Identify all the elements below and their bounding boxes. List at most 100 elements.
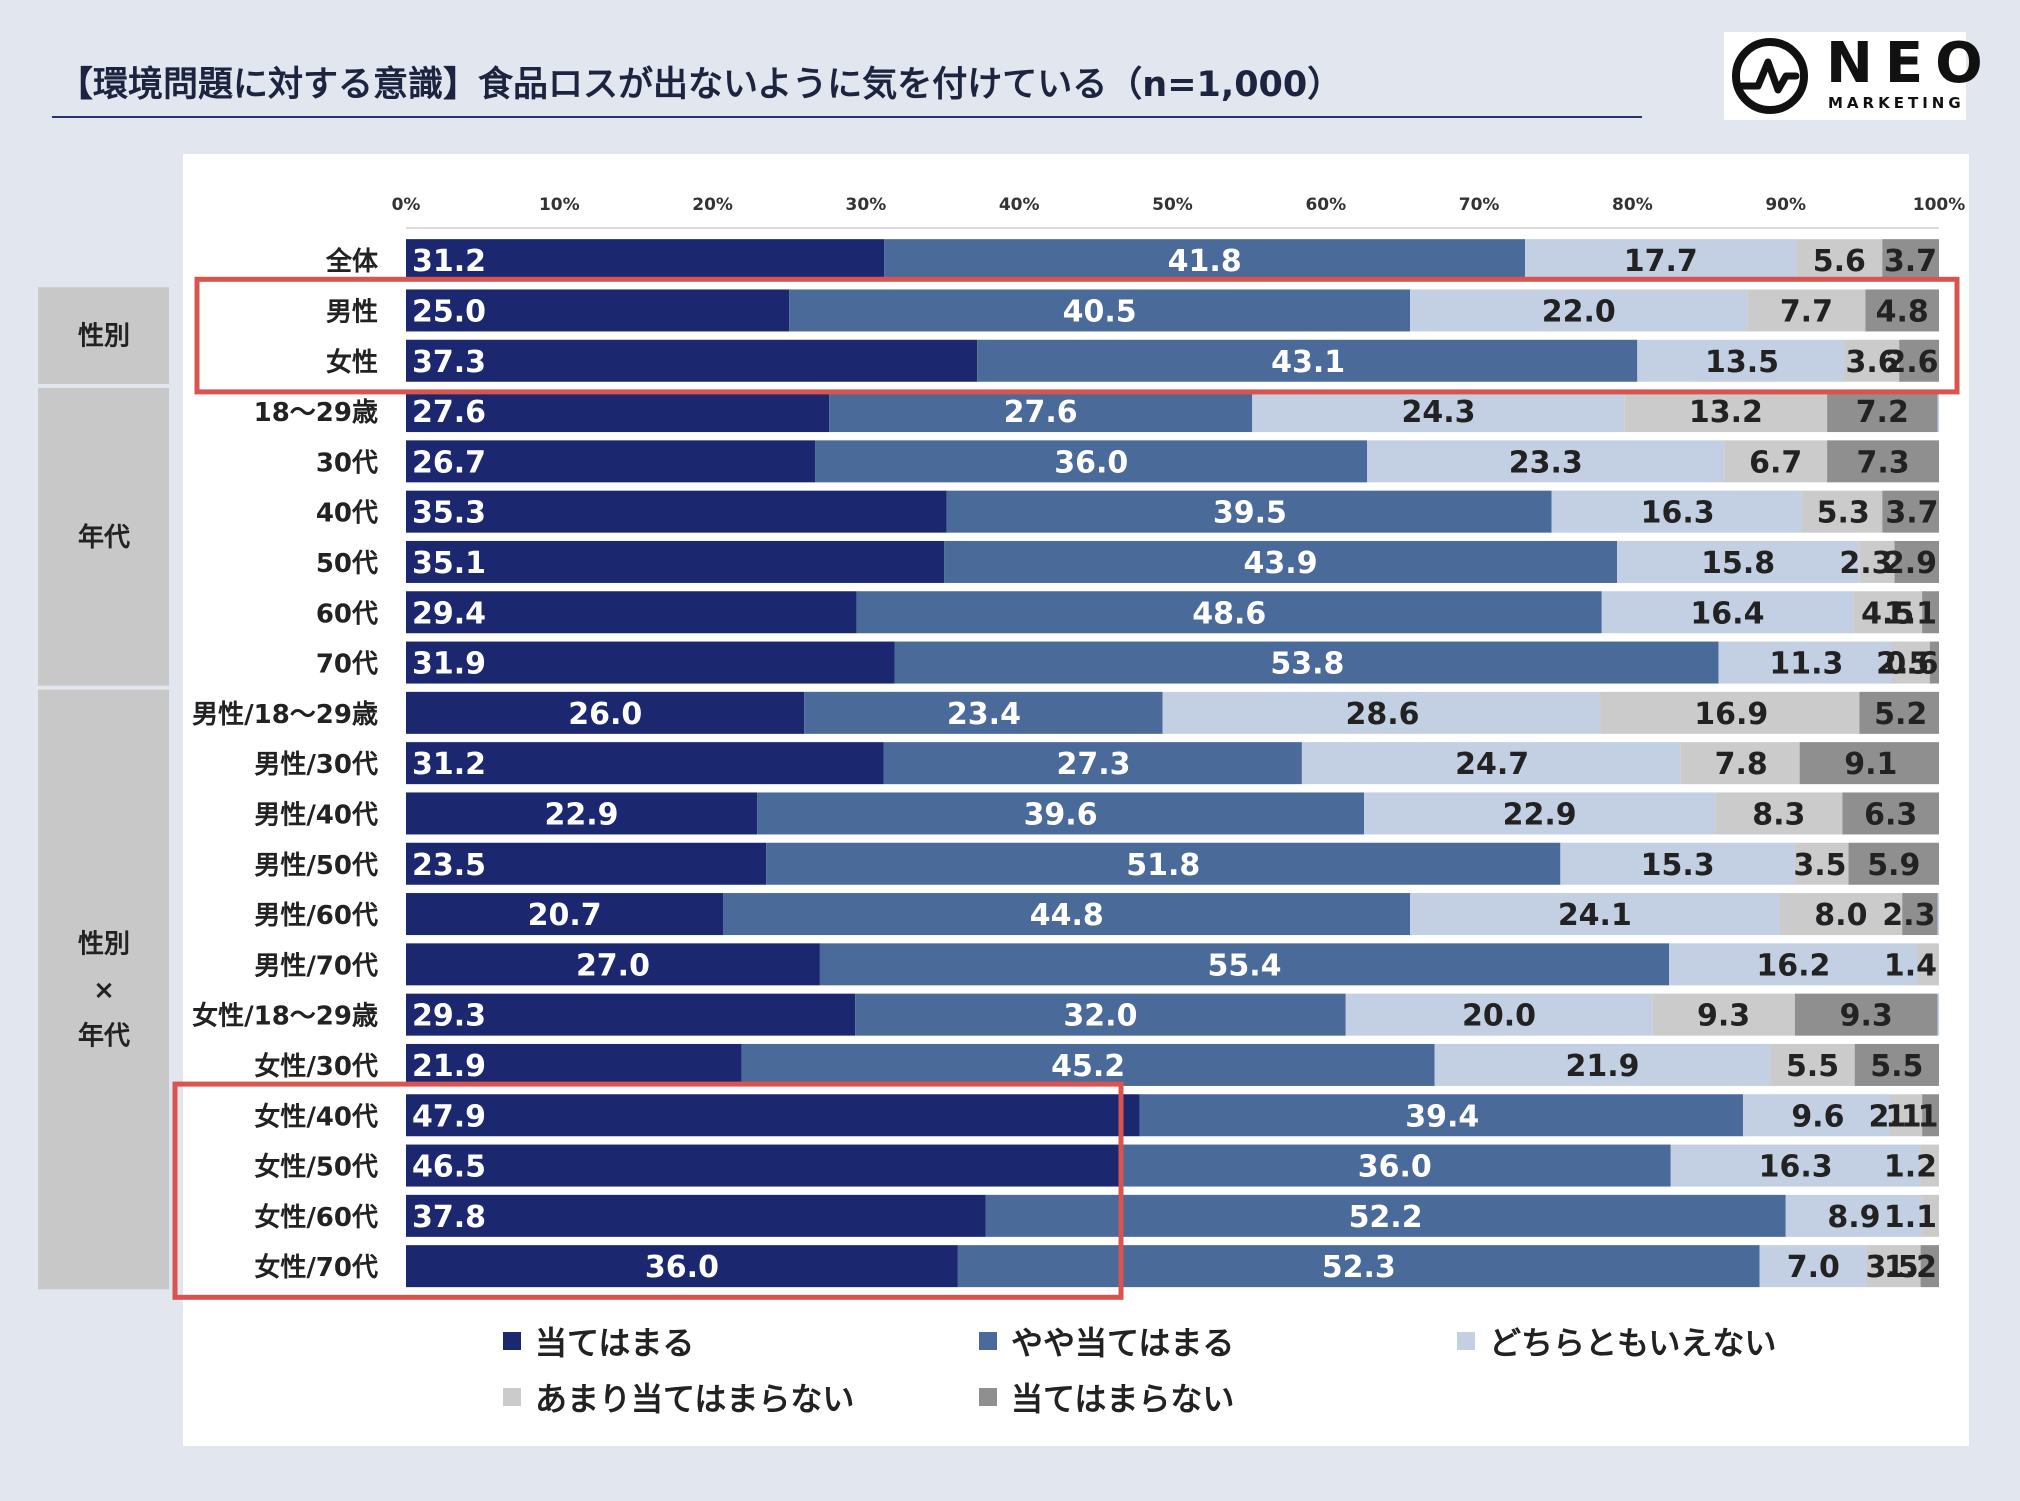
bar-segment [1859, 540, 1895, 583]
bar-segment [1367, 440, 1725, 483]
bar-value-label: 1.4 [1884, 948, 1937, 983]
bar-value-label: 23.3 [1509, 445, 1583, 480]
group-label: 性別 [78, 322, 130, 352]
legend-label-1: 当てはまる [535, 1324, 695, 1362]
group-label: × [93, 976, 115, 1006]
bar-value-label: 7.7 [1780, 294, 1833, 329]
bar-segment [1560, 842, 1795, 885]
bar-value-label: 39.5 [1213, 496, 1287, 531]
bar-segment [1617, 540, 1860, 583]
bar-segment [1601, 591, 1854, 634]
x-tick-label: 10% [539, 195, 580, 215]
bar-value-label: 4.8 [1876, 294, 1929, 329]
stacked-bar-chart: 0% 10% 20% 30% 40% 50% 60% 70% 80% 90% 100%性別年代性別×… [38, 195, 1965, 1300]
bar-segment [1794, 993, 1938, 1036]
bar-value-label: 23.4 [947, 697, 1021, 732]
bar-segment [1715, 792, 1843, 835]
bar-value-label: 27.0 [576, 948, 650, 983]
bar-value-label: 24.7 [1455, 747, 1529, 782]
bar-value-label: 6.3 [1864, 797, 1917, 832]
bar-value-label: 9.3 [1840, 999, 1893, 1034]
logo-wordmark: NEO [1826, 31, 1995, 96]
bar-value-label: 5.9 [1867, 848, 1920, 883]
bar-segment [944, 540, 1618, 583]
bar-segment [977, 339, 1638, 382]
bar-segment [406, 993, 856, 1036]
bar-value-label: 37.3 [412, 345, 486, 380]
pulse-icon [1732, 38, 1808, 114]
bar-value-label: 1.1 [1884, 1200, 1937, 1235]
bar-segment [1525, 239, 1797, 282]
category-label: 18〜29歳 [254, 398, 378, 428]
bar-value-label: 31.2 [412, 747, 486, 782]
bar-segment [855, 993, 1346, 1036]
bar-segment [1794, 842, 1849, 885]
bar-value-label: 2.5 [1876, 647, 1929, 682]
bar-segment [1842, 792, 1939, 835]
bar-value-label: 17.7 [1624, 244, 1698, 279]
bar-value-label: 48.6 [1192, 596, 1266, 631]
bar-value-label: 26.0 [568, 697, 642, 732]
bar-value-label: 43.9 [1244, 546, 1318, 581]
category-label: 男性 [326, 297, 378, 327]
bar-segment [856, 591, 1602, 634]
legend-label-3: どちらともいえない [1489, 1324, 1777, 1362]
bar-segment [1922, 591, 1939, 634]
bar-value-label: 4.5 [1861, 596, 1914, 631]
bar-segment [1759, 1245, 1867, 1288]
bar-value-label: 0.6 [1885, 647, 1938, 682]
bar-segment [829, 390, 1253, 433]
bar-segment [1902, 893, 1938, 936]
bar-value-label: 35.3 [412, 496, 486, 531]
bar-segment [406, 490, 947, 533]
bar-segment [406, 842, 767, 885]
bar-value-label: 1.1 [1884, 596, 1937, 631]
bar-value-label: 3.6 [1846, 345, 1899, 380]
legend-item-4: あまり当てはまらない [503, 1374, 854, 1420]
group-box [38, 689, 169, 1290]
x-tick-label: 20% [692, 195, 733, 215]
bar-segment [1844, 339, 1900, 382]
bar-value-label: 9.1 [1844, 747, 1897, 782]
legend-label-2: やや当てはまる [1011, 1324, 1235, 1362]
bar-segment [1799, 742, 1939, 785]
bar-segment [406, 641, 895, 684]
bar-value-label: 20.7 [528, 898, 602, 933]
bar-segment [1859, 691, 1939, 734]
bar-segment [406, 239, 885, 282]
bar-segment [1680, 742, 1800, 785]
bar-value-label: 20.0 [1462, 999, 1536, 1034]
category-label: 女性/50代 [254, 1152, 378, 1183]
category-label: 50代 [316, 549, 378, 579]
bar-value-label: 43.1 [1271, 345, 1345, 380]
bar-value-label: 5.5 [1870, 1049, 1923, 1084]
bar-value-label: 41.8 [1168, 244, 1242, 279]
legend-swatch-5 [979, 1388, 997, 1406]
bar-value-label: 27.3 [1057, 747, 1131, 782]
bar-segment [406, 1094, 1140, 1137]
bar-segment [1410, 893, 1780, 936]
x-tick-label: 90% [1765, 195, 1806, 215]
x-tick-label: 70% [1459, 195, 1500, 215]
category-label: 男性/50代 [254, 851, 378, 881]
bar-value-label: 22.9 [545, 797, 619, 832]
bar-segment [1882, 490, 1939, 533]
bar-value-label: 31.9 [412, 647, 486, 682]
x-tick-label: 30% [846, 195, 887, 215]
bar-value-label: 16.2 [1756, 948, 1830, 983]
category-label: 男性/60代 [254, 901, 378, 931]
bar-value-label: 3.7 [1884, 244, 1937, 279]
bar-value-label: 36.0 [645, 1250, 719, 1285]
bar-value-label: 39.6 [1024, 797, 1098, 832]
bar-value-label: 22.0 [1542, 294, 1616, 329]
bar-segment [1434, 1043, 1771, 1086]
bar-segment [406, 591, 857, 634]
bar-segment [406, 742, 884, 785]
legend-swatch-3 [1457, 1332, 1475, 1350]
legend-label-4: あまり当てはまらない [535, 1380, 855, 1418]
group-box [38, 387, 169, 686]
bar-segment [1718, 641, 1892, 684]
brand-logo: NEO MARKETING [1724, 32, 1983, 120]
bar-value-label: 3.5 [1865, 1250, 1918, 1285]
category-label: 30代 [316, 448, 378, 478]
